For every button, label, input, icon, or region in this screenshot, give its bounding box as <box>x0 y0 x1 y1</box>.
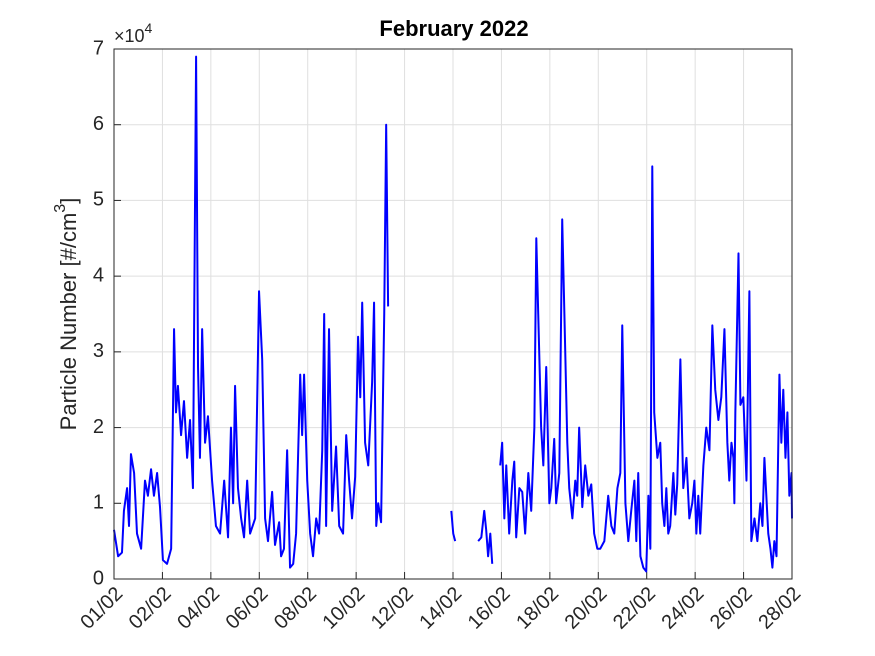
x-tick-label: 24/02 <box>657 583 708 634</box>
x-tick-label: 04/02 <box>173 583 224 634</box>
x-tick-label: 10/02 <box>318 583 369 634</box>
x-tick-label: 06/02 <box>222 583 273 634</box>
x-tick-label: 02/02 <box>125 583 176 634</box>
data-line <box>113 55 793 573</box>
y-tick-label: 7 <box>93 37 104 59</box>
x-tick-label: 20/02 <box>561 583 612 634</box>
y-label-sup: 3 <box>52 204 69 213</box>
y-tick-label: 2 <box>93 416 104 438</box>
y-tick-label: 6 <box>93 113 104 135</box>
x-tick-label: 16/02 <box>464 583 515 634</box>
y-tick-label: 1 <box>93 492 104 514</box>
chart-title: February 2022 <box>379 16 528 41</box>
y-axis-label: Particle Number [#/cm3] <box>52 198 81 431</box>
x-tick-label: 01/02 <box>76 583 127 634</box>
y-label-main: Particle Number [#/cm <box>56 213 81 431</box>
x-tick-label: 14/02 <box>415 583 466 634</box>
y-tick-label: 3 <box>93 340 104 362</box>
y-multiplier-exp: 4 <box>145 20 153 36</box>
x-tick-label: 22/02 <box>609 583 660 634</box>
x-tick-label: 26/02 <box>706 583 757 634</box>
x-tick-label: 12/02 <box>367 583 418 634</box>
x-tick-label: 18/02 <box>512 583 563 634</box>
y-multiplier-base: ×10 <box>114 26 145 46</box>
y-label-end: ] <box>56 198 81 204</box>
y-multiplier: ×104 <box>114 20 153 46</box>
y-tick-label: 4 <box>93 264 104 286</box>
x-tick-label: 08/02 <box>270 583 321 634</box>
x-tick-label: 28/02 <box>754 583 805 634</box>
y-tick-label: 5 <box>93 189 104 211</box>
y-tick-label: 0 <box>93 567 104 589</box>
axes-box <box>113 48 793 580</box>
